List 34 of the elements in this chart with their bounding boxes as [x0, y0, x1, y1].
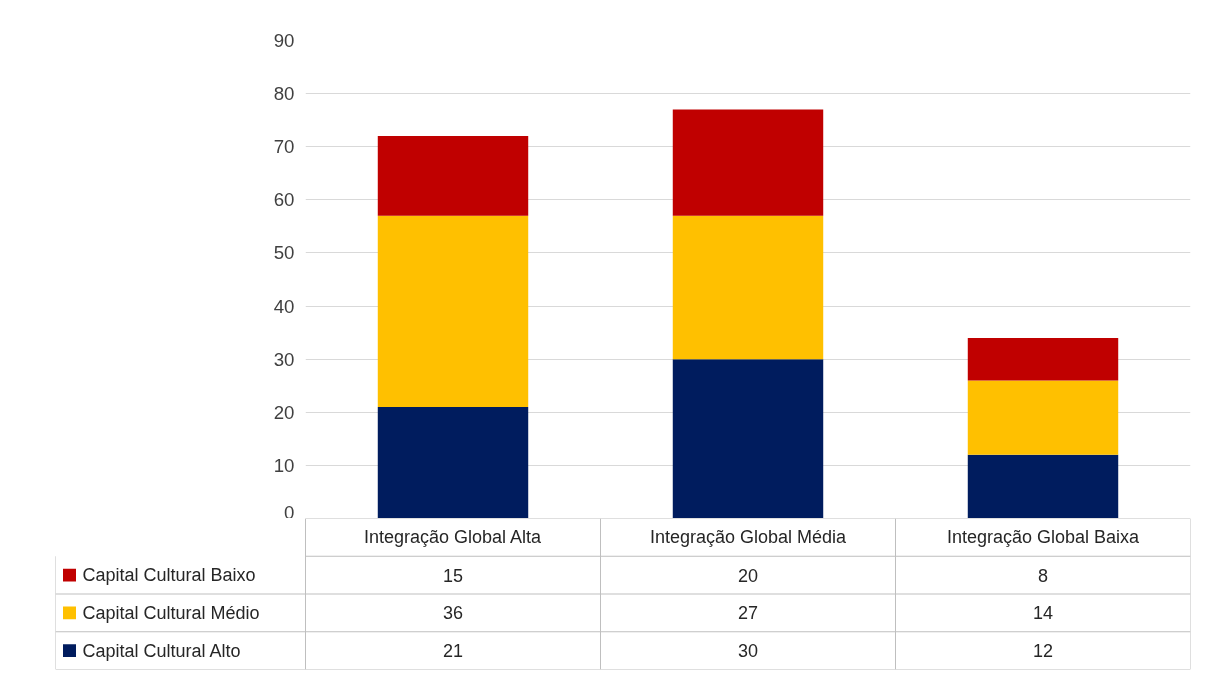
y-tick-label: 80: [273, 83, 295, 105]
y-tick-label: 20: [273, 401, 295, 423]
data-label: 20: [737, 565, 759, 586]
y-tick-label: 10: [273, 454, 295, 476]
bar: [672, 359, 824, 518]
y-tick-label: 60: [273, 189, 295, 211]
data-label: 8: [1037, 565, 1049, 586]
legend-label: Capital Cultural Baixo: [82, 565, 256, 586]
x-tick-label: Integração Global Alta: [363, 527, 543, 548]
y-tick-label: 40: [273, 295, 295, 317]
y-tick-label: 30: [273, 348, 295, 370]
data-label: 27: [737, 603, 759, 624]
data-label: 14: [1032, 603, 1054, 624]
bar: [377, 215, 529, 407]
y-tick-label: 90: [273, 30, 295, 51]
legend-label: Capital Cultural Médio: [82, 602, 260, 623]
x-tick-label: Integração Global Média: [649, 527, 848, 548]
y-tick-label: 0: [284, 501, 295, 523]
data-label: 15: [442, 565, 464, 586]
bar: [377, 406, 529, 518]
bar: [672, 109, 824, 216]
x-tick-label: Integração Global Baixa: [946, 527, 1141, 548]
data-label: 36: [442, 603, 464, 624]
bar: [967, 337, 1119, 381]
bar: [967, 380, 1119, 455]
bar: [967, 454, 1119, 518]
bar: [672, 215, 824, 360]
data-label: 21: [442, 641, 464, 662]
legend-label: Capital Cultural Alto: [82, 640, 241, 661]
bar: [377, 136, 529, 216]
data-label: 12: [1032, 641, 1054, 662]
y-tick-label: 50: [273, 242, 295, 264]
y-tick-label: 70: [273, 136, 295, 158]
data-label: 30: [737, 641, 759, 662]
